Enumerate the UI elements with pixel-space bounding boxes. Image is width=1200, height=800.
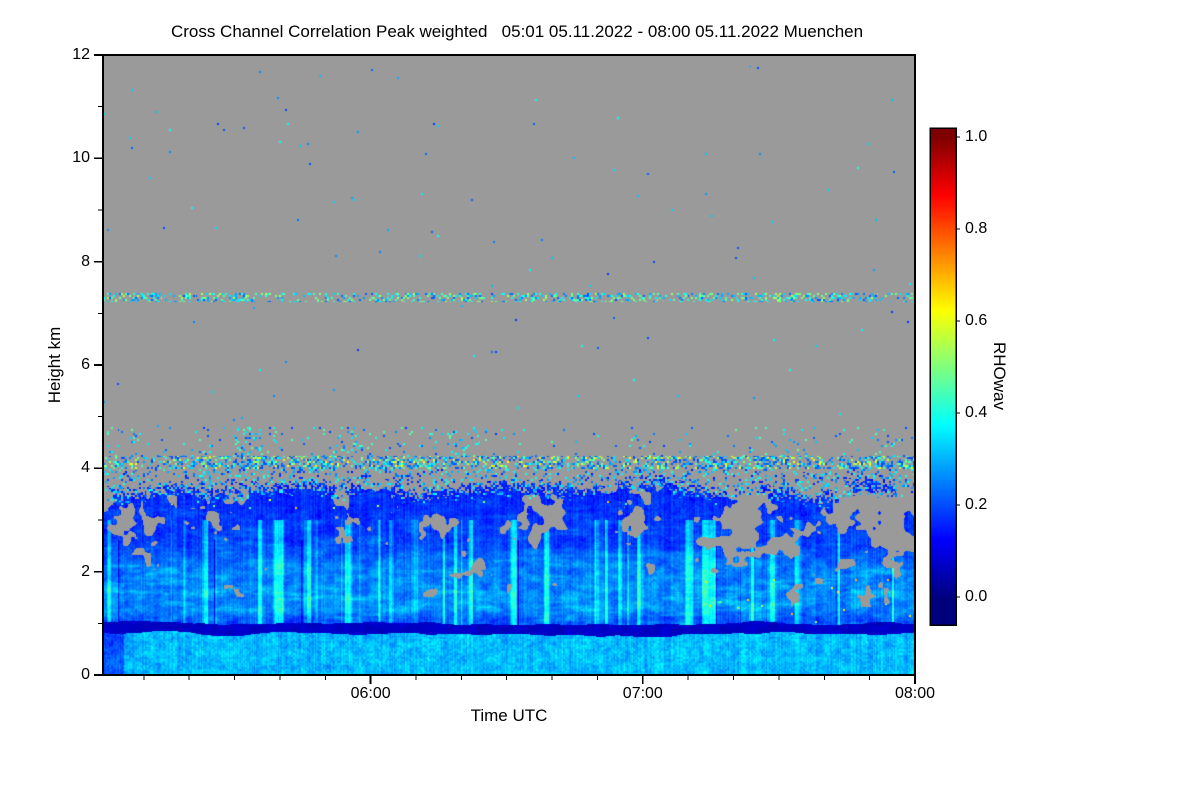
colorbar-tick-label: 0.6 (965, 312, 988, 329)
colorbar-tick-label: 0.4 (965, 404, 988, 421)
y-tick-label: 6 (81, 356, 90, 373)
x-tick-label: 06:00 (350, 685, 391, 702)
colorbar-label: RHOwav (990, 341, 1009, 411)
colorbar-tick-label: 1.0 (965, 128, 988, 145)
colorbar-tick-label: 0.2 (965, 496, 988, 513)
y-axis-label: Height km (45, 326, 64, 404)
colorbar-canvas (930, 128, 956, 625)
y-tick-label: 2 (81, 562, 90, 580)
heatmap-canvas (103, 55, 915, 675)
y-tick-label: 0 (81, 666, 90, 683)
colorbar-tick-label: 0.8 (965, 220, 988, 237)
chart-title: Cross Channel Correlation Peak weighted … (170, 22, 864, 41)
colorbar-tick-label: 0.0 (965, 588, 988, 605)
y-tick-label: 10 (72, 149, 90, 167)
y-tick-label: 12 (72, 46, 90, 63)
y-tick-label: 4 (81, 459, 90, 477)
x-tick-label: 08:00 (894, 685, 936, 702)
x-axis-label: Time UTC (470, 706, 548, 725)
y-tick-label: 8 (81, 252, 90, 270)
x-tick-label: 07:00 (622, 685, 663, 702)
